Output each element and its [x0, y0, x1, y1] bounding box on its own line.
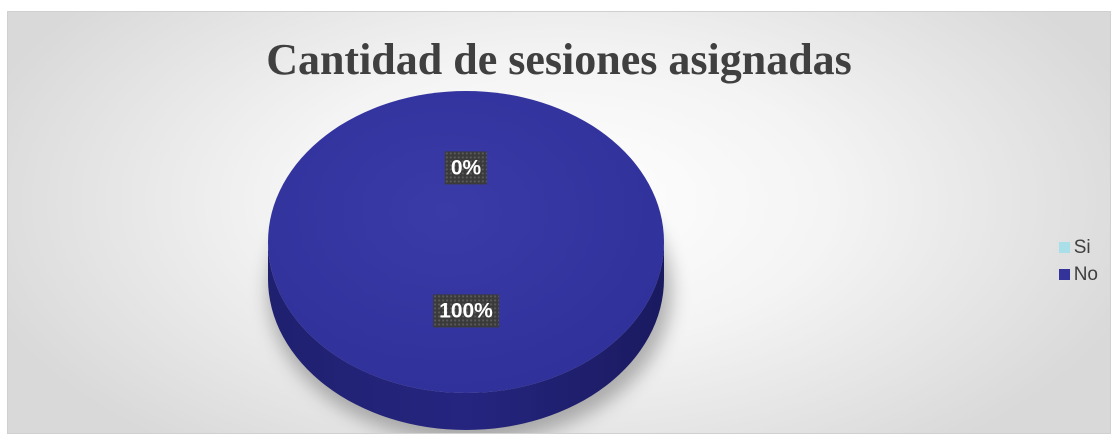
legend-label: Si: [1073, 236, 1091, 258]
chart-title: Cantidad de sesiones asignadas: [266, 35, 852, 84]
legend-item-si: Si: [1058, 234, 1098, 261]
legend-item-no: No: [1058, 261, 1098, 288]
legend-swatch: [1058, 269, 1070, 280]
pie-chart: [268, 91, 672, 433]
data-label-no: 100%: [433, 294, 499, 328]
pie-side-wall: [268, 242, 664, 430]
pie-slice-no: [268, 91, 664, 393]
data-label-si: 0%: [444, 151, 488, 185]
legend-swatch: [1058, 242, 1070, 253]
chart-area: Cantidad de sesiones asignadas 0% 100% Si…: [7, 11, 1111, 434]
legend-label: No: [1073, 263, 1098, 285]
legend: Si No: [1058, 234, 1098, 288]
